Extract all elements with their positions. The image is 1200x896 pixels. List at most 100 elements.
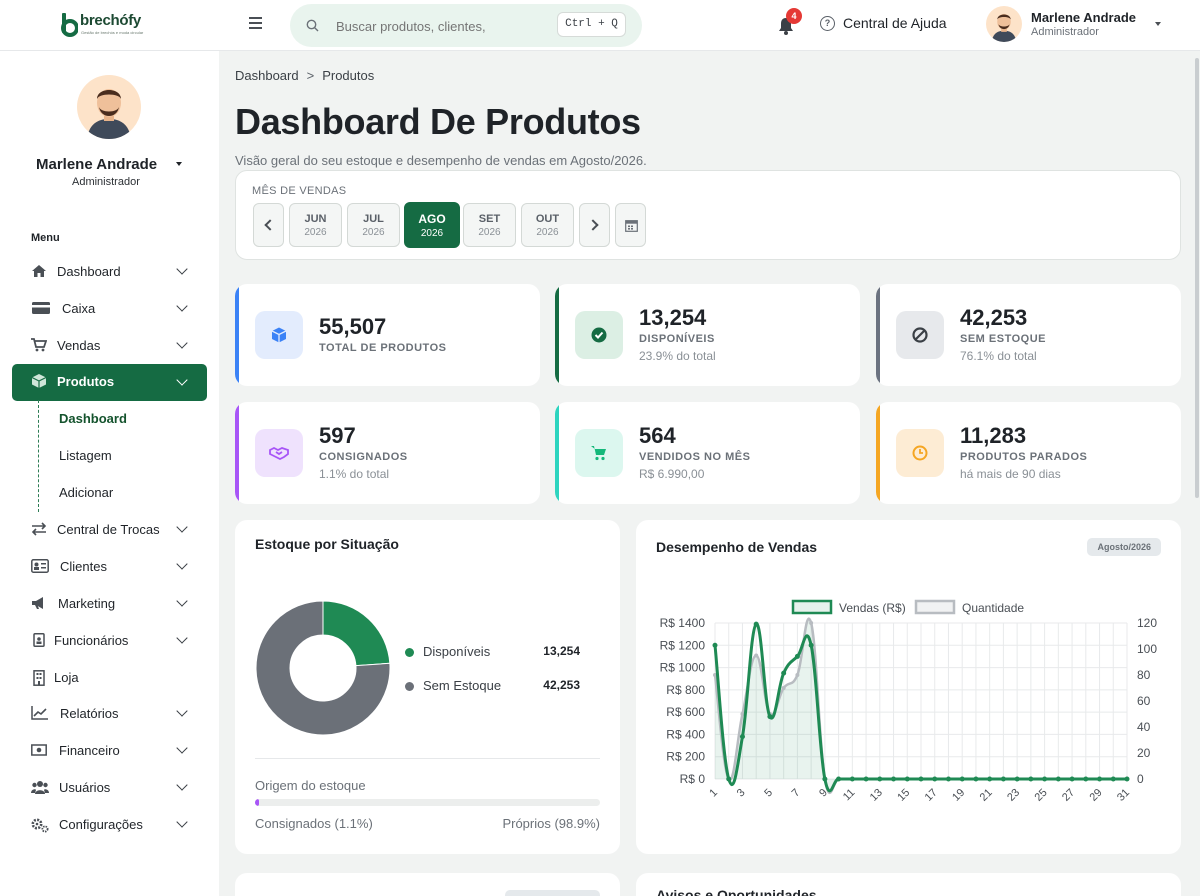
month-button-ago[interactable]: AGO 2026 xyxy=(404,202,460,248)
cart-icon xyxy=(591,446,606,461)
sidebar-item-central-de-trocas[interactable]: Central de Trocas xyxy=(12,512,207,547)
month-year: 2026 xyxy=(362,227,385,238)
sidebar-item-caixa[interactable]: Caixa xyxy=(12,291,207,326)
donut-slice xyxy=(255,600,391,736)
sales-point xyxy=(767,714,773,720)
submenu-item-listagem[interactable]: Listagem xyxy=(59,448,112,463)
stat-value: 597 xyxy=(319,423,356,448)
exchange-icon xyxy=(31,522,47,536)
notifications-button[interactable]: 4 xyxy=(776,8,802,36)
previous-month-button[interactable] xyxy=(253,203,284,247)
x-tick-label: 23 xyxy=(1005,787,1022,804)
brand-name: brechófy xyxy=(80,12,141,29)
month-button-set[interactable]: SET 2026 xyxy=(463,203,516,247)
month-button-jul[interactable]: JUL 2026 xyxy=(347,203,400,247)
question-icon: ? xyxy=(820,15,835,31)
month-button-jun[interactable]: JUN 2026 xyxy=(289,203,342,247)
sidebar-user-name[interactable]: Marlene Andrade xyxy=(36,156,158,173)
chevron-down-icon xyxy=(176,632,188,644)
search-bar[interactable]: Ctrl + Q xyxy=(290,4,642,47)
stat-card-consignados: 597 CONSIGNADOS 1.1% do total xyxy=(235,402,540,504)
box-icon xyxy=(31,374,47,388)
sidebar-item-marketing[interactable]: Marketing xyxy=(12,586,207,621)
avatar xyxy=(77,75,141,139)
legend-label: Quantidade xyxy=(962,601,1024,615)
panel-title: Desempenho de Vendas xyxy=(656,539,818,555)
month-button-out[interactable]: OUT 2026 xyxy=(521,203,574,247)
user-name: Marlene Andrade xyxy=(1031,10,1136,25)
sidebar-item-label: Marketing xyxy=(58,596,116,611)
sidebar-item-vendas[interactable]: Vendas xyxy=(12,328,207,363)
sales-point xyxy=(891,776,897,782)
y-left-tick-label: R$ 1200 xyxy=(660,638,706,652)
y-left-tick-label: R$ 600 xyxy=(666,705,705,719)
panel-title: Avisos e Oportunidades xyxy=(656,887,817,896)
sales-point xyxy=(1000,776,1006,782)
search-input[interactable] xyxy=(336,16,536,36)
sidebar-item-clientes[interactable]: Clientes xyxy=(12,549,207,584)
search-icon xyxy=(306,19,319,32)
stat-value: 55,507 xyxy=(319,314,387,339)
chevron-down-icon xyxy=(176,595,188,607)
sidebar-item-financeiro[interactable]: Financeiro xyxy=(12,733,207,768)
legend-value: 13,254 xyxy=(543,644,580,658)
submenu-item-adicionar[interactable]: Adicionar xyxy=(59,485,114,500)
sales-point xyxy=(932,776,938,782)
period-badge: Agosto/2026 xyxy=(1087,538,1161,556)
stat-card-produtos-parados: 11,283 PRODUTOS PARADOS há mais de 90 di… xyxy=(876,402,1181,504)
check-circle-icon xyxy=(591,327,607,343)
sidebar-item-funcionarios[interactable]: Funcionários xyxy=(12,623,207,658)
x-tick-label: 31 xyxy=(1115,787,1132,804)
sales-point xyxy=(794,653,800,659)
handshake-icon xyxy=(269,446,289,461)
x-tick-label: 15 xyxy=(895,787,912,804)
id-card-icon xyxy=(31,559,49,573)
help-center-link[interactable]: ? Central de Ajuda xyxy=(820,15,947,31)
chevron-down-icon[interactable] xyxy=(1155,22,1161,26)
sales-point xyxy=(1124,776,1130,782)
calendar-button[interactable] xyxy=(615,203,646,247)
submenu-item-dashboard[interactable]: Dashboard xyxy=(59,411,127,426)
scrollbar-thumb[interactable] xyxy=(1195,58,1199,498)
bottom-left-panel xyxy=(235,873,620,896)
month-name: SET xyxy=(478,213,501,225)
avatar xyxy=(986,6,1022,42)
sidebar-item-configuracoes[interactable]: Configurações xyxy=(12,807,207,842)
sales-point xyxy=(863,776,869,782)
megaphone-icon xyxy=(32,597,43,609)
sidebar-item-relatorios[interactable]: Relatórios xyxy=(12,696,207,731)
stat-note: R$ 6.990,00 xyxy=(639,467,705,481)
x-tick-label: 13 xyxy=(868,787,885,804)
stat-caption: TOTAL DE PRODUTOS xyxy=(319,342,447,354)
sidebar-item-loja[interactable]: Loja xyxy=(12,660,207,695)
quantity-point xyxy=(754,653,759,658)
legend-dot xyxy=(405,682,414,691)
legend-swatch xyxy=(791,599,833,615)
user-avatar-icon xyxy=(991,13,1017,42)
chevron-down-icon[interactable] xyxy=(176,162,182,166)
sidebar-item-produtos[interactable]: Produtos xyxy=(12,364,207,401)
brand-logo[interactable]: brechófy Gestão de brechós e moda circul… xyxy=(60,12,143,37)
legend-label: Disponíveis xyxy=(423,644,491,659)
sales-point xyxy=(739,734,745,740)
chevron-right-icon xyxy=(587,219,599,231)
y-left-tick-label: R$ 1400 xyxy=(660,616,706,630)
sidebar-item-dashboard[interactable]: Dashboard xyxy=(12,254,207,289)
quantity-area xyxy=(715,618,1127,793)
stat-icon-box xyxy=(255,429,303,477)
brand-mark-icon xyxy=(61,13,78,37)
sidebar-item-usuarios[interactable]: Usuários xyxy=(12,770,207,805)
opportunities-panel: Avisos e Oportunidades xyxy=(636,873,1181,896)
stat-caption: SEM ESTOQUE xyxy=(960,333,1046,345)
legend-label: Vendas (R$) xyxy=(839,601,906,615)
menu-toggle-button[interactable] xyxy=(249,17,262,29)
help-center-label: Central de Ajuda xyxy=(843,15,947,31)
sidebar-item-label: Central de Trocas xyxy=(57,522,160,537)
user-menu[interactable]: Marlene Andrade Administrador xyxy=(986,6,1136,42)
accent-bar xyxy=(235,402,239,504)
sales-line-chart: R$ 0 R$ 200 R$ 400 R$ 600 R$ 800 R$ 1000 R$ 12… xyxy=(660,599,1157,804)
next-month-button[interactable] xyxy=(579,203,610,247)
sales-point xyxy=(973,776,979,782)
users-icon xyxy=(31,781,49,794)
breadcrumb-root-link[interactable]: Dashboard xyxy=(235,68,299,83)
